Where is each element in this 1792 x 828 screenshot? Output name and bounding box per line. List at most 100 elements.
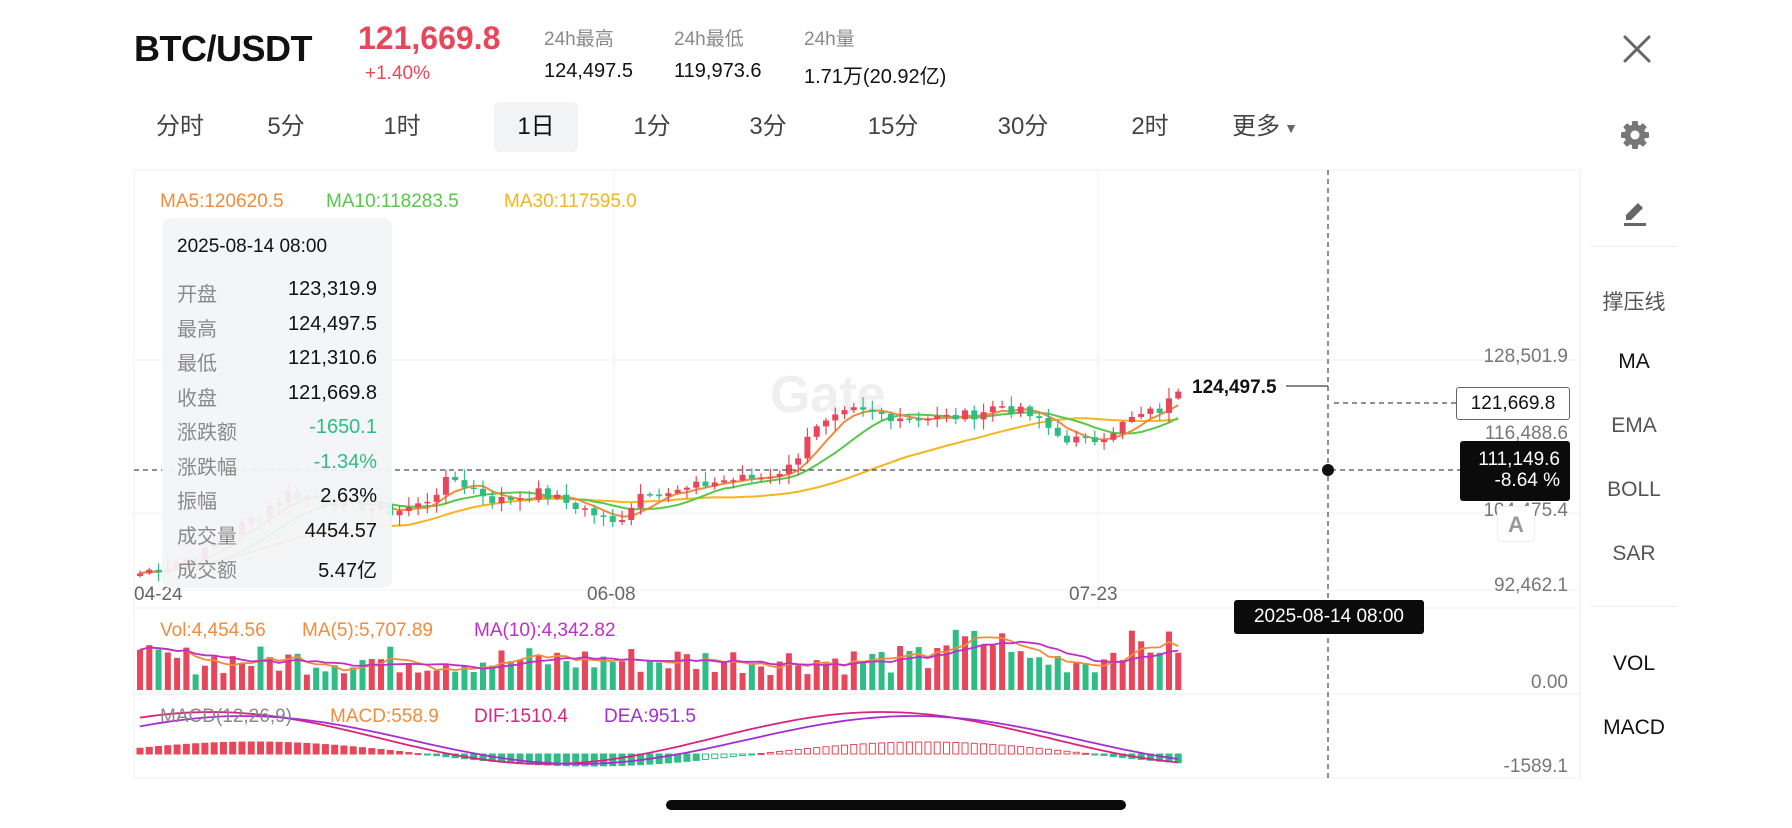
macd-bar <box>933 741 941 755</box>
candle-body <box>934 415 941 419</box>
volume-bar <box>1110 652 1117 690</box>
macd-bar <box>813 747 821 755</box>
macd-bar <box>942 741 950 755</box>
candle-body <box>887 413 894 422</box>
candle-body <box>507 497 514 501</box>
gate-watermark: Gate <box>770 366 886 424</box>
volume-bar <box>683 654 690 690</box>
volume-bar <box>507 661 514 690</box>
high-label: 124,497.5 <box>1192 377 1277 398</box>
gear-icon[interactable] <box>1620 120 1650 150</box>
volume-bar <box>424 670 431 690</box>
tab-5min[interactable]: 5分 <box>267 113 305 140</box>
tab-1day[interactable]: 1日 <box>494 102 578 152</box>
dif-legend: DIF:1510.4 <box>474 706 568 727</box>
side-sar[interactable]: SAR <box>1612 542 1656 565</box>
candle-body <box>1119 421 1126 434</box>
candle-body <box>721 480 728 483</box>
stat-value: 1.71万(20.92亿) <box>804 66 947 88</box>
candle-body <box>674 489 681 494</box>
macd-bar <box>544 753 552 766</box>
side-macd[interactable]: MACD <box>1603 716 1665 739</box>
macd-bar <box>1007 745 1015 755</box>
volume-bar <box>498 650 505 690</box>
candle-body <box>452 477 459 481</box>
volume-bar <box>646 660 653 690</box>
volume-bar <box>850 651 857 690</box>
tab-3min[interactable]: 3分 <box>749 113 787 140</box>
volume-bar <box>1082 663 1089 690</box>
candle-body <box>1128 416 1135 422</box>
candle-body <box>906 418 913 420</box>
macd-bar <box>173 744 181 755</box>
tab-30min[interactable]: 30分 <box>997 113 1049 140</box>
volume-bar <box>415 672 422 690</box>
candle-body <box>1082 436 1089 439</box>
volume-bar <box>971 630 978 690</box>
tab-more[interactable]: 更多 ▼ <box>1220 102 1310 152</box>
macd-bar <box>192 743 200 755</box>
volume-bar <box>331 665 338 690</box>
close-icon[interactable] <box>1620 32 1654 66</box>
volume-bar <box>257 646 264 690</box>
tab-fenshi[interactable]: 分时 <box>156 113 204 140</box>
volume-bar <box>1008 651 1015 690</box>
candle-body <box>396 511 403 516</box>
volume-bar <box>303 674 310 690</box>
macd-bar <box>1063 750 1071 755</box>
volume-bar <box>795 665 802 690</box>
macd-bar <box>766 751 774 755</box>
macd-legend: MACD:558.9 <box>330 706 439 727</box>
volume-bar <box>600 656 607 690</box>
stat-label: 24h量 <box>804 29 855 50</box>
candle-body <box>795 458 802 465</box>
macd-bar <box>1026 746 1034 755</box>
macd-bar <box>562 753 570 767</box>
candle-body <box>591 508 598 516</box>
info-value: 121,669.8 <box>288 381 377 404</box>
macd-bar <box>572 753 580 767</box>
side-ma[interactable]: MA <box>1618 350 1650 373</box>
volume-bar <box>155 649 162 690</box>
volume-bar <box>572 667 579 690</box>
volume-bar <box>915 647 922 690</box>
candle-body <box>600 515 607 517</box>
macd-bar <box>331 744 339 755</box>
candle-body <box>479 488 486 497</box>
candle-body <box>813 426 820 437</box>
macd-bar <box>757 752 765 755</box>
tab-2hour[interactable]: 2时 <box>1131 113 1169 140</box>
tab-1min[interactable]: 1分 <box>633 113 671 140</box>
info-key: 最低 <box>177 353 217 375</box>
side-divider <box>1590 606 1678 607</box>
volume-bar <box>1017 651 1024 690</box>
macd-bar <box>1091 753 1099 756</box>
candle-body <box>526 498 533 500</box>
volume-bars <box>137 629 1182 690</box>
side-ema[interactable]: EMA <box>1611 414 1657 437</box>
candle-body <box>665 493 672 497</box>
macd-bar <box>590 753 598 767</box>
auto-scale-button[interactable]: A <box>1497 506 1535 542</box>
candle-body <box>1054 427 1061 436</box>
side-vol[interactable]: VOL <box>1612 652 1656 675</box>
macd-bar <box>155 746 163 755</box>
side-boll[interactable]: BOLL <box>1607 478 1661 501</box>
volume-bar <box>1045 664 1052 690</box>
stat-value: 119,973.6 <box>674 60 762 82</box>
side-support-resistance[interactable]: 撑压线 <box>1602 291 1666 314</box>
last-price: 121,669.8 <box>358 20 501 56</box>
candle-body <box>767 476 774 479</box>
volume-bar <box>452 671 459 690</box>
candle-body <box>1045 417 1052 428</box>
volume-bar <box>1128 630 1135 690</box>
candle-body <box>785 464 792 474</box>
candle-body <box>980 412 987 420</box>
tab-15min[interactable]: 15分 <box>867 113 919 140</box>
volume-bar <box>211 656 218 690</box>
tab-1hour[interactable]: 1时 <box>383 113 421 140</box>
pencil-icon[interactable] <box>1620 198 1650 228</box>
candle-body <box>924 418 931 421</box>
volume-bar <box>285 654 292 690</box>
candle-body <box>646 494 653 496</box>
